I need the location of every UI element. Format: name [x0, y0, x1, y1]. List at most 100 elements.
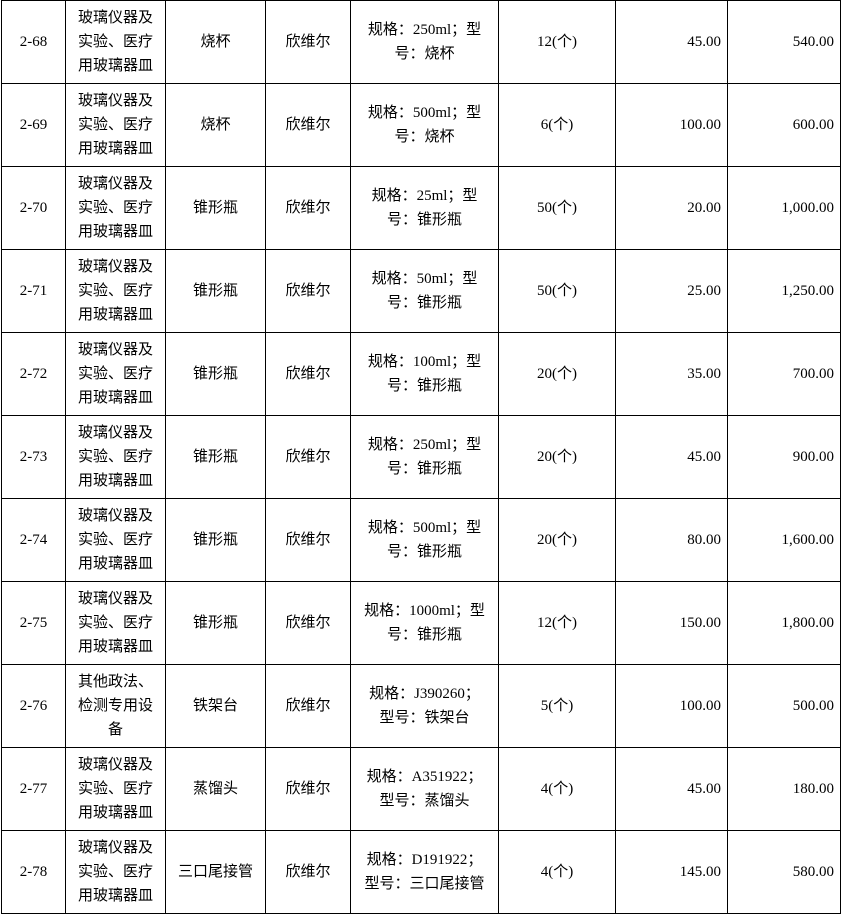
cell-line: 实验、医疗 — [77, 615, 153, 631]
cell-line: 规格：250ml；型 — [367, 437, 482, 453]
item-no: 2-69 — [1, 83, 66, 167]
total-price: 1,600.00 — [727, 498, 841, 582]
quantity: 20(个) — [498, 498, 616, 582]
quantity: 12(个) — [498, 0, 616, 84]
cell-line: 实验、医疗 — [77, 781, 153, 797]
cell-line: 用玻璃器皿 — [77, 307, 153, 323]
table-row: 2-69 玻璃仪器及 实验、医疗 用玻璃器皿 烧杯 欣维尔 规格：500ml；型 号：烧杯 6(… — [1, 83, 841, 167]
cell-line: 用玻璃器皿 — [77, 473, 153, 489]
total-price: 1,800.00 — [727, 581, 841, 665]
brand: 欣维尔 — [265, 747, 351, 831]
brand: 欣维尔 — [265, 664, 351, 748]
brand: 欣维尔 — [265, 0, 351, 84]
category: 玻璃仪器及 实验、医疗 用玻璃器皿 — [65, 830, 166, 914]
table-row: 2-71 玻璃仪器及 实验、医疗 用玻璃器皿 锥形瓶 欣维尔 规格：50ml；型 号：锥形瓶 5… — [1, 249, 841, 333]
spec: 规格：500ml；型 号：烧杯 — [350, 83, 499, 167]
brand: 欣维尔 — [265, 83, 351, 167]
cell-line: 备 — [107, 722, 123, 738]
unit-price: 35.00 — [615, 332, 728, 416]
cell-line: 号：烧杯 — [394, 46, 455, 62]
spec: 规格：500ml；型 号：锥形瓶 — [350, 498, 499, 582]
item-no: 2-76 — [1, 664, 66, 748]
item-no: 2-71 — [1, 249, 66, 333]
cell-line: 玻璃仪器及 — [77, 591, 153, 607]
unit-price: 45.00 — [615, 415, 728, 499]
cell-line: 玻璃仪器及 — [77, 259, 153, 275]
category: 玻璃仪器及 实验、医疗 用玻璃器皿 — [65, 498, 166, 582]
cell-line: 规格：500ml；型 — [367, 520, 482, 536]
total-price: 500.00 — [727, 664, 841, 748]
item-name: 锥形瓶 — [165, 332, 266, 416]
unit-price: 20.00 — [615, 166, 728, 250]
spec: 规格：25ml；型 号：锥形瓶 — [350, 166, 499, 250]
cell-line: 实验、医疗 — [77, 200, 153, 216]
cell-line: 用玻璃器皿 — [77, 390, 153, 406]
cell-line: 其他政法、 — [77, 674, 153, 690]
cell-line: 用玻璃器皿 — [77, 639, 153, 655]
unit-price: 145.00 — [615, 830, 728, 914]
cell-line: 用玻璃器皿 — [77, 805, 153, 821]
unit-price: 150.00 — [615, 581, 728, 665]
cell-line: 规格：J390260； — [369, 686, 480, 702]
unit-price: 45.00 — [615, 0, 728, 84]
cell-line: 号：锥形瓶 — [386, 544, 462, 560]
cell-line: 用玻璃器皿 — [77, 224, 153, 240]
item-no: 2-68 — [1, 0, 66, 84]
table-row: 2-74 玻璃仪器及 实验、医疗 用玻璃器皿 锥形瓶 欣维尔 规格：500ml；型 号：锥形瓶… — [1, 498, 841, 582]
category: 玻璃仪器及实验、医疗用玻璃器皿 — [65, 581, 166, 665]
cell-line: 规格：A351922； — [366, 769, 483, 785]
cell-line: 玻璃仪器及 — [77, 176, 153, 192]
brand: 欣维尔 — [265, 332, 351, 416]
total-price: 1,250.00 — [727, 249, 841, 333]
quantity: 5(个) — [498, 664, 616, 748]
item-no: 2-73 — [1, 415, 66, 499]
spec: 规格：100ml；型 号：锥形瓶 — [350, 332, 499, 416]
brand: 欣维尔 — [265, 166, 351, 250]
item-no: 2-70 — [1, 166, 66, 250]
item-name: 锥形瓶 — [165, 249, 266, 333]
item-name: 锥形瓶 — [165, 415, 266, 499]
category: 玻璃仪器及 实验、医疗 用玻璃器皿 — [65, 332, 166, 416]
cell-line: 实验、医疗 — [77, 117, 153, 133]
total-price: 540.00 — [727, 0, 841, 84]
brand: 欣维尔 — [265, 415, 351, 499]
quantity: 50(个) — [498, 249, 616, 333]
category: 玻璃仪器及实验、医疗用玻璃器皿 — [65, 249, 166, 333]
cell-line: 实验、医疗 — [77, 864, 153, 880]
item-name: 铁架台 — [165, 664, 266, 748]
cell-line: 实验、医疗 — [77, 283, 153, 299]
cell-line: 型号：蒸馏头 — [379, 793, 470, 809]
category: 其他政法、 检测专用设备 — [65, 664, 166, 748]
spec: 规格：J390260； 型号：铁架台 — [350, 664, 499, 748]
cell-line: 玻璃仪器及 — [77, 757, 153, 773]
spec: 规格：1000ml；型 号：锥形瓶 — [350, 581, 499, 665]
cell-line: 规格：25ml；型 — [371, 188, 478, 204]
spec: 规格：250ml；型 号：锥形瓶 — [350, 415, 499, 499]
cell-line: 实验、医疗 — [77, 34, 153, 50]
cell-line: 实验、医疗 — [77, 366, 153, 382]
cell-line: 玻璃仪器及 — [77, 10, 153, 26]
total-price: 1,000.00 — [727, 166, 841, 250]
unit-price: 45.00 — [615, 747, 728, 831]
cell-line: 实验、医疗 — [77, 449, 153, 465]
cell-line: 规格：100ml；型 — [367, 354, 482, 370]
spec: 规格：D191922； 型号：三口尾接管 — [350, 830, 499, 914]
total-price: 180.00 — [727, 747, 841, 831]
total-price: 580.00 — [727, 830, 841, 914]
quantity: 50(个) — [498, 166, 616, 250]
brand: 欣维尔 — [265, 581, 351, 665]
cell-line: 号：锥形瓶 — [386, 461, 462, 477]
table-row: 2-77 玻璃仪器及 实验、医疗 用玻璃器皿 蒸馏头 欣维尔 规格：A351922； 型号：蒸… — [1, 747, 841, 831]
cell-line: 型号：三口尾接管 — [364, 876, 485, 892]
spec: 规格：50ml；型 号：锥形瓶 — [350, 249, 499, 333]
table-row: 2-73 玻璃仪器及 实验、医疗 用玻璃器皿 锥形瓶 欣维尔 规格：250ml；型 号：锥形瓶… — [1, 415, 841, 499]
item-name: 锥形瓶 — [165, 498, 266, 582]
item-name: 锥形瓶 — [165, 166, 266, 250]
item-name: 烧杯 — [165, 0, 266, 84]
item-name: 蒸馏头 — [165, 747, 266, 831]
quantity: 12(个) — [498, 581, 616, 665]
spec: 规格：A351922； 型号：蒸馏头 — [350, 747, 499, 831]
table-row: 2-76 其他政法、 检测专用设备铁架台 欣维尔 规格：J390260； 型号：铁架台 5(… — [1, 664, 841, 748]
brand: 欣维尔 — [265, 249, 351, 333]
item-no: 2-74 — [1, 498, 66, 582]
